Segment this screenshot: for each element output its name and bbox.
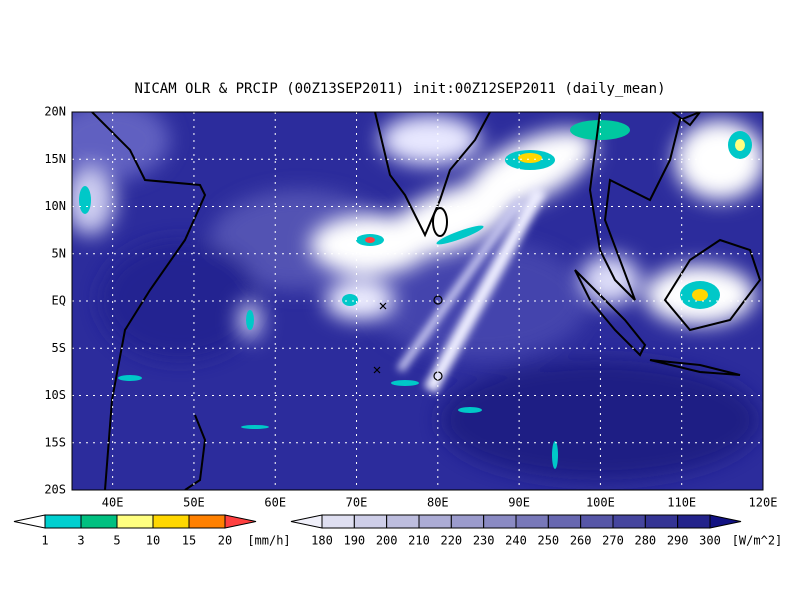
- legend-label: 10: [146, 534, 160, 548]
- lon-label: 110E: [667, 496, 696, 510]
- legend-box: [547, 514, 582, 529]
- legend-box: [116, 514, 154, 529]
- legend-box: [353, 514, 388, 529]
- legend-arrow: [13, 514, 46, 529]
- lat-label: 10N: [44, 199, 66, 213]
- legend-label: 180: [311, 534, 333, 548]
- legend-arrow: [290, 514, 323, 529]
- lat-label: 20N: [44, 105, 66, 119]
- lat-label: 15N: [44, 152, 66, 166]
- legend-unit: [mm/h]: [247, 534, 290, 548]
- lon-label: 120E: [749, 496, 778, 510]
- legend-box: [580, 514, 614, 529]
- legend-box: [80, 514, 118, 529]
- legend-box: [677, 514, 711, 529]
- lat-label: 10S: [44, 388, 66, 402]
- legend-label: 20: [218, 534, 232, 548]
- legend-label: 290: [667, 534, 689, 548]
- coastlines: [91, 112, 762, 490]
- legend-box: [44, 514, 82, 529]
- lon-label: 60E: [264, 496, 286, 510]
- legend-label: 210: [408, 534, 430, 548]
- legend-label: 190: [343, 534, 365, 548]
- legend-label: 5: [113, 534, 120, 548]
- legend-box: [418, 514, 452, 529]
- legend-box: [386, 514, 420, 529]
- legend-label: 300: [699, 534, 721, 548]
- lat-label: 20S: [44, 483, 66, 497]
- lat-label: 5S: [52, 341, 66, 355]
- lat-label: 5N: [52, 246, 66, 260]
- lon-label: 40E: [102, 496, 124, 510]
- legend-label: 15: [182, 534, 196, 548]
- lat-label: 15S: [44, 435, 66, 449]
- legend-box: [321, 514, 355, 529]
- lon-label: 50E: [183, 496, 205, 510]
- legend-label: 270: [602, 534, 624, 548]
- lon-label: 90E: [508, 496, 530, 510]
- map-title: NICAM OLR & PRCIP (00Z13SEP2011) init:00…: [134, 81, 665, 97]
- legend-label: 1: [41, 534, 48, 548]
- legend-label: 220: [440, 534, 462, 548]
- legend-unit: [W/m^2]: [732, 534, 783, 548]
- legend-box: [450, 514, 485, 529]
- legend-arrow: [709, 514, 742, 529]
- lon-label: 70E: [346, 496, 368, 510]
- legend-box: [188, 514, 226, 529]
- legend-box: [644, 514, 679, 529]
- lon-label: 100E: [586, 496, 615, 510]
- legend-box: [612, 514, 646, 529]
- legend-label: 200: [376, 534, 398, 548]
- precip-blobs: [79, 120, 752, 469]
- map-frame: [71, 111, 764, 491]
- legend-arrow: [224, 514, 257, 529]
- legend-label: 3: [77, 534, 84, 548]
- legend-label: 280: [634, 534, 656, 548]
- legend-label: 240: [505, 534, 527, 548]
- lat-label: EQ: [52, 294, 66, 308]
- legend-box: [483, 514, 517, 529]
- legend-label: 260: [570, 534, 592, 548]
- legend-box: [152, 514, 190, 529]
- lon-label: 80E: [427, 496, 449, 510]
- legend-label: 230: [473, 534, 495, 548]
- map: [72, 112, 763, 490]
- legend-box: [515, 514, 549, 529]
- legend-label: 250: [537, 534, 559, 548]
